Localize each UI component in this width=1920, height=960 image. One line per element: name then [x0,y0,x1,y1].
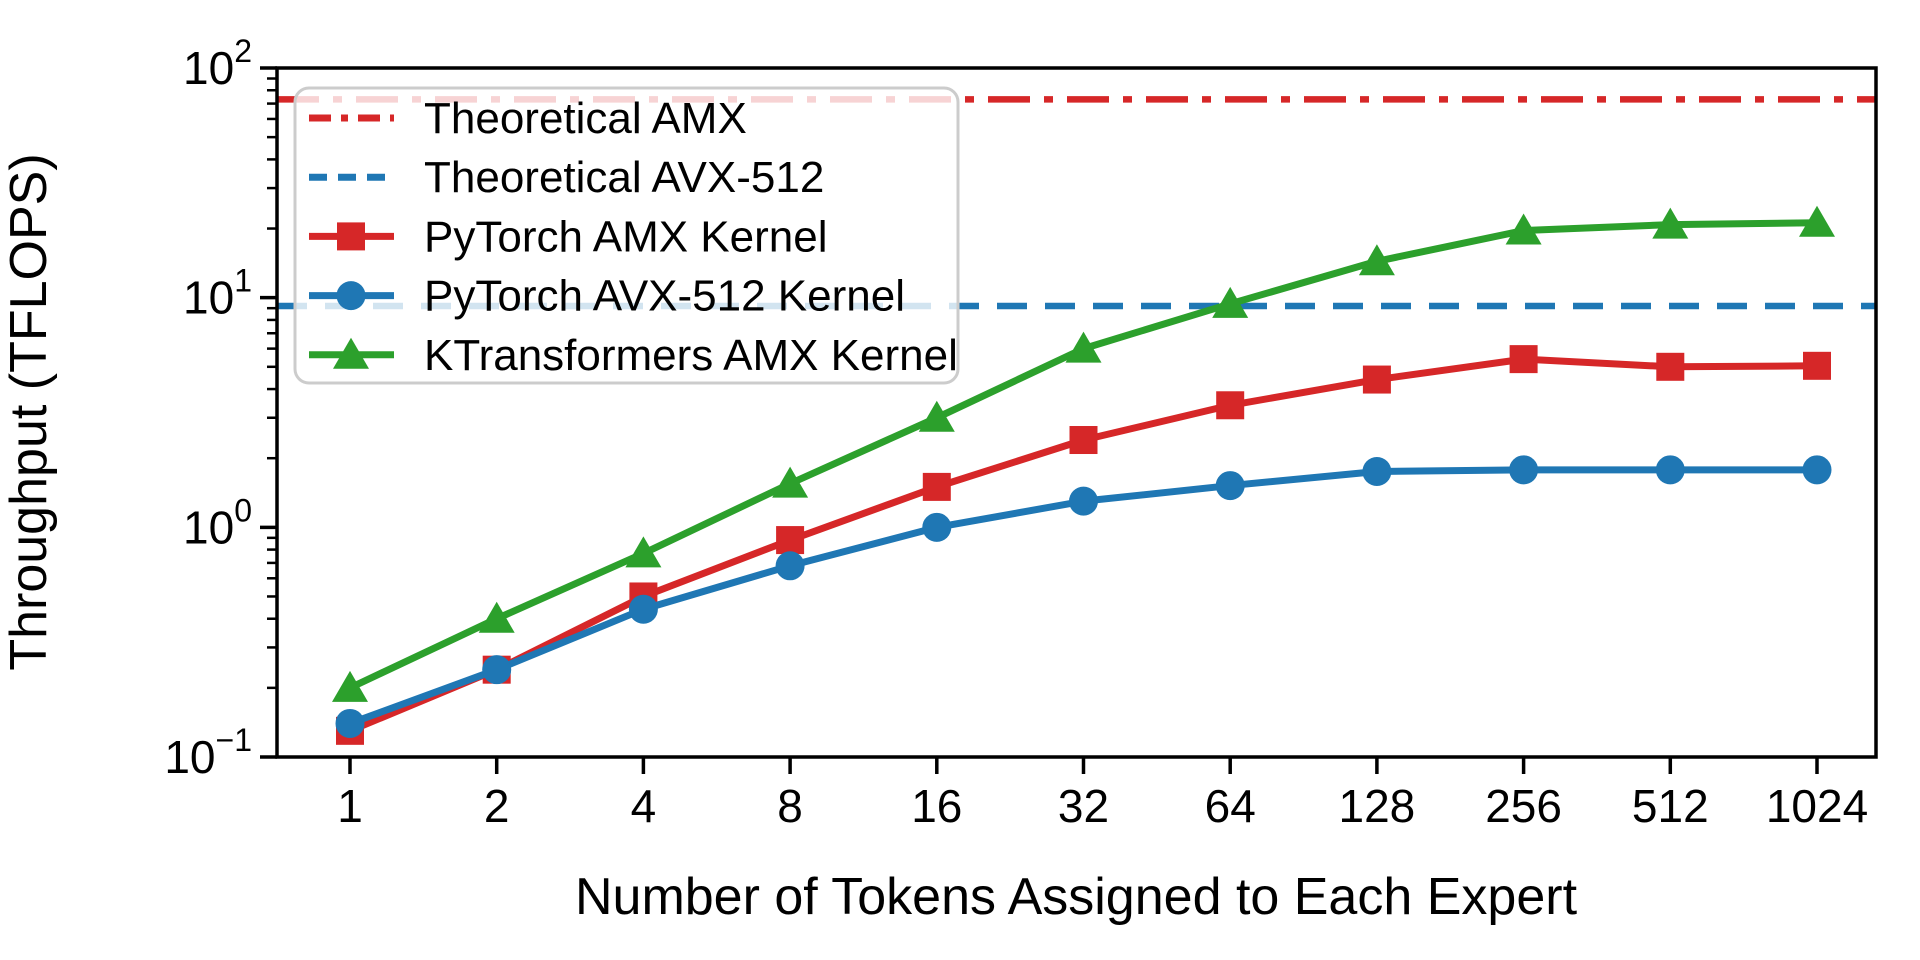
series-marker-ktransformers-amx-kernel [332,670,368,702]
legend-entry-ktransformers-amx-kernel: KTransformers AMX Kernel [309,331,958,380]
legend-label-pytorch-avx-512-kernel: PyTorch AVX-512 Kernel [424,272,905,321]
series-marker-pytorch-avx-512-kernel [335,708,365,738]
x-tick-label-256: 256 [1485,780,1562,832]
legend-background [293,86,960,385]
x-tick-label-1024: 1024 [1766,780,1868,832]
series-lines [332,205,1835,745]
series-marker-ktransformers-amx-kernel [1652,207,1689,239]
y-tick-label-1e-1: 10−1 [164,722,252,783]
axes: 1 2 4 8 16 32 64 128 256 512 1024 10−1 100 101 102 [164,33,1878,832]
series-marker-ktransformers-amx-kernel [918,400,955,432]
x-tick-label-1: 1 [337,780,363,832]
legend-box [293,86,960,385]
legend-marker-triangle [333,337,369,369]
legend-label-ktransformers-amx-kernel: KTransformers AMX Kernel [424,331,958,380]
y-tick-label-1e2: 102 [183,33,252,94]
legend-label-theoretical-avx-512: Theoretical AVX-512 [424,153,824,202]
series-marker-pytorch-avx-512-kernel [775,551,805,581]
x-tick-label-4: 4 [631,780,657,832]
series-line-pytorch-amx-kernel [348,355,1818,735]
y-tick-label-1e0: 100 [183,492,252,553]
series-marker-ktransformers-amx-kernel [1505,213,1542,245]
y-axis-label: Throughput (TFLOPS) [0,153,58,670]
series-marker-pytorch-avx-512-kernel [1655,455,1685,485]
series-marker-pytorch-amx-kernel [1656,352,1685,381]
series-marker-ktransformers-amx-kernel [1799,205,1835,237]
legend-entry-pytorch-amx-kernel: PyTorch AMX Kernel [309,212,828,261]
series-marker-ktransformers-amx-kernel [1212,286,1249,318]
series-marker-pytorch-amx-kernel [922,472,951,501]
series-marker-ktransformers-amx-kernel [772,466,809,498]
x-tick-label-2: 2 [484,780,510,832]
series-marker-pytorch-avx-512-kernel [482,655,512,685]
series-marker-pytorch-amx-kernel [1803,351,1831,380]
x-tick-label-16: 16 [911,780,962,832]
series-marker-pytorch-avx-512-kernel [1509,455,1539,485]
x-tick-label-32: 32 [1058,780,1109,832]
series-marker-pytorch-amx-kernel [1362,365,1391,394]
legend-label-pytorch-amx-kernel: PyTorch AMX Kernel [424,212,828,261]
y-tick-label-1e1: 101 [183,263,252,324]
series-marker-pytorch-amx-kernel [1069,426,1098,455]
legend-marker-circle [336,281,366,311]
legend-entry-theoretical-amx: Theoretical AMX [309,94,747,143]
x-tick-label-64: 64 [1205,780,1256,832]
x-tick-label-8: 8 [777,780,803,832]
series-marker-ktransformers-amx-kernel [478,601,515,633]
legend-entry-pytorch-avx-512-kernel: PyTorch AVX-512 Kernel [309,272,905,321]
legend-marker-square [337,222,365,251]
series-marker-pytorch-amx-kernel [1509,345,1538,374]
x-tick-label-128: 128 [1339,780,1416,832]
series-marker-ktransformers-amx-kernel [1358,244,1395,276]
plot-frame [275,66,1878,759]
x-axis-label: Number of Tokens Assigned to Each Expert [575,868,1578,926]
series-marker-pytorch-avx-512-kernel [922,512,952,542]
series-marker-pytorch-avx-512-kernel [1802,455,1832,485]
series-marker-pytorch-amx-kernel [776,526,805,555]
series-marker-pytorch-avx-512-kernel [1069,486,1098,516]
legend: Theoretical AMX Theoretical AVX-512 PyTorc… [309,94,958,380]
series-marker-ktransformers-amx-kernel [625,536,662,568]
series-marker-ktransformers-amx-kernel [1065,331,1102,363]
series-marker-pytorch-avx-512-kernel [1362,457,1392,487]
legend-label-theoretical-amx: Theoretical AMX [424,94,747,143]
x-tick-label-512: 512 [1632,780,1709,832]
series-marker-pytorch-avx-512-kernel [1215,471,1245,501]
legend-entry-theoretical-avx-512: Theoretical AVX-512 [309,153,824,202]
series-marker-pytorch-avx-512-kernel [628,594,658,624]
series-marker-pytorch-amx-kernel [1216,391,1245,420]
